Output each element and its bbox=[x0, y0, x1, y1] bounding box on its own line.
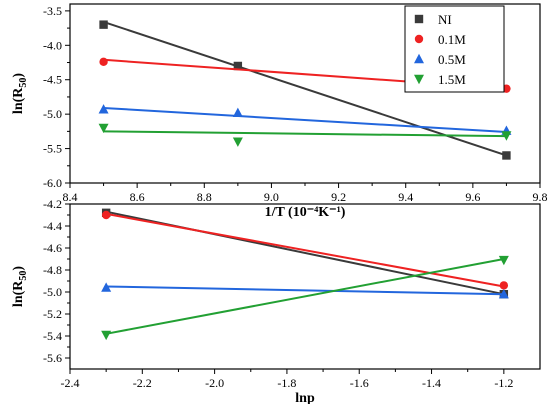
legend-marker bbox=[414, 74, 424, 85]
y-tick-label: -5.0 bbox=[43, 107, 62, 121]
series-ni bbox=[99, 20, 511, 160]
legend-label: 0.5M bbox=[438, 52, 466, 67]
y-axis-label: ln(R50) bbox=[11, 73, 29, 114]
x-axis-label: 1/T (10⁻⁴K⁻¹) bbox=[265, 205, 346, 220]
series-05m bbox=[98, 104, 512, 135]
x-axis-label: lnp bbox=[295, 391, 315, 404]
x-tick-label: 9.8 bbox=[533, 190, 548, 204]
y-tick-label: -6.0 bbox=[43, 176, 62, 190]
legend: NI 0.1M 0.5M 1.5M bbox=[404, 5, 505, 93]
data-point bbox=[498, 289, 509, 299]
data-point bbox=[101, 282, 112, 292]
legend-marker bbox=[414, 34, 424, 44]
data-point bbox=[499, 281, 509, 290]
y-tick-label: -3.5 bbox=[43, 4, 62, 18]
data-point bbox=[232, 107, 243, 117]
x-tick-label: 8.6 bbox=[130, 190, 145, 204]
x-tick-label: 8.4 bbox=[63, 190, 78, 204]
x-tick-label: -1.2 bbox=[494, 376, 513, 390]
x-tick-label: 8.8 bbox=[197, 190, 212, 204]
data-point bbox=[502, 151, 511, 160]
series-ni bbox=[101, 208, 509, 299]
y-axis-label-end: ) bbox=[11, 73, 26, 78]
fit-line bbox=[103, 20, 507, 157]
data-point bbox=[101, 330, 112, 341]
series-15m bbox=[101, 255, 509, 341]
x-tick-label: 9.2 bbox=[331, 190, 346, 204]
fit-line bbox=[105, 212, 505, 288]
fit-line bbox=[105, 258, 505, 335]
fit-line bbox=[103, 130, 507, 138]
y-axis-label-subscript: 50 bbox=[18, 78, 29, 88]
y-tick-label: -5.6 bbox=[43, 351, 62, 365]
x-tick-label: 9.4 bbox=[398, 190, 413, 204]
series-05m bbox=[101, 282, 509, 299]
x-tick-label: 9.6 bbox=[465, 190, 480, 204]
y-tick-label: -5.5 bbox=[43, 142, 62, 156]
data-point bbox=[98, 104, 109, 114]
y-tick-label: -4.8 bbox=[43, 263, 62, 277]
y-axis-label: ln(R50) bbox=[11, 266, 29, 307]
x-tick-label: -1.4 bbox=[422, 376, 441, 390]
legend-marker bbox=[414, 14, 424, 24]
legend-label: NI bbox=[438, 12, 452, 27]
y-axis-label-base: ln(R bbox=[11, 87, 26, 114]
legend-label: 0.1M bbox=[438, 32, 466, 47]
chart-2: -2.4 -2.2 -2.0 -1.8 -1.6 -1.4 -1.2 -5.6 -5.4 -5.2… bbox=[11, 197, 541, 406]
data-point bbox=[98, 123, 109, 134]
data-point bbox=[501, 131, 512, 141]
y-tick-label: -4.0 bbox=[43, 38, 62, 52]
y-tick-label: -4.6 bbox=[43, 241, 62, 255]
y-axis-label-base: ln(R bbox=[11, 280, 26, 307]
legend-marker bbox=[414, 53, 424, 64]
plot-frame bbox=[69, 203, 541, 370]
y-axis-label-end: ) bbox=[11, 266, 26, 271]
x-tick-label: -2.2 bbox=[133, 376, 152, 390]
x-tick-label: 9.0 bbox=[264, 190, 279, 204]
series-01m bbox=[101, 210, 509, 290]
series-15m bbox=[98, 123, 512, 147]
data-point bbox=[498, 255, 509, 266]
x-tick-label: -2.0 bbox=[205, 376, 224, 390]
data-point bbox=[233, 61, 243, 71]
x-tick-label: -1.8 bbox=[277, 376, 296, 390]
x-tick-label: -2.4 bbox=[61, 376, 80, 390]
data-point bbox=[101, 210, 111, 220]
data-point bbox=[99, 57, 108, 67]
data-point bbox=[99, 20, 108, 29]
data-point bbox=[232, 137, 243, 147]
y-tick-label: -5.2 bbox=[43, 307, 62, 321]
fit-line bbox=[103, 106, 507, 134]
chart-1: 8.4 8.6 8.8 9.0 9.2 9.4 9.6 9.8 -6.0 -5.5 -5.0 -4.5… bbox=[11, 3, 548, 220]
y-tick-label: -4.5 bbox=[43, 73, 62, 87]
y-tick-label: -5.4 bbox=[43, 329, 62, 343]
fit-line bbox=[106, 285, 504, 296]
y-tick-label: -4.2 bbox=[43, 197, 62, 211]
y-tick-label: -4.4 bbox=[43, 219, 62, 233]
x-tick-label: -1.6 bbox=[350, 376, 369, 390]
y-tick-label: -5.0 bbox=[43, 285, 62, 299]
y-axis-label-subscript: 50 bbox=[18, 271, 29, 281]
legend-label: 1.5M bbox=[438, 72, 466, 87]
